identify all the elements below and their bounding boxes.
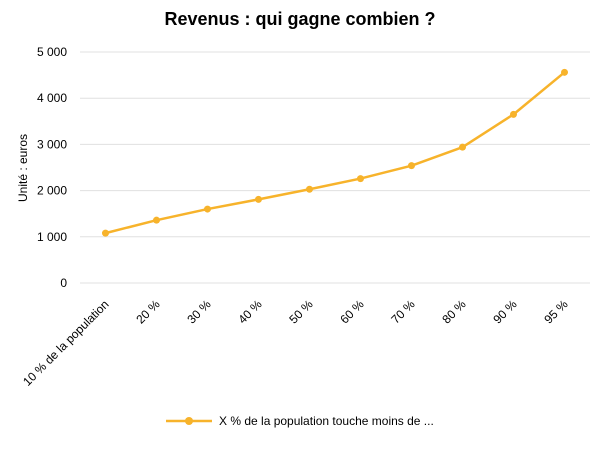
series-line bbox=[104, 71, 566, 235]
legend: X % de la population touche moins de ... bbox=[166, 414, 434, 428]
x-tick-label: 60 % bbox=[337, 297, 366, 326]
legend-dot-marker bbox=[185, 417, 193, 425]
data-point bbox=[102, 229, 109, 237]
x-tick-label: 50 % bbox=[286, 297, 315, 326]
chart-title: Revenus : qui gagne combien ? bbox=[164, 9, 435, 29]
data-point bbox=[153, 216, 160, 224]
series-layer bbox=[102, 68, 568, 237]
x-tick-label: 10 % de la population bbox=[20, 297, 112, 389]
x-axis-ticks: 10 % de la population 20 % 30 % 40 % 50 % 60 … bbox=[20, 297, 571, 389]
data-point bbox=[204, 205, 211, 213]
gridlines bbox=[80, 51, 590, 284]
y-tick-label: 2 000 bbox=[37, 184, 67, 198]
x-tick-label: 20 % bbox=[133, 297, 162, 326]
data-point bbox=[306, 185, 313, 193]
data-point bbox=[459, 143, 466, 151]
x-tick-label: 30 % bbox=[184, 297, 213, 326]
y-tick-label: 3 000 bbox=[37, 137, 67, 151]
x-tick-label: 40 % bbox=[235, 297, 264, 326]
y-axis-label: Unité : euros bbox=[16, 134, 30, 202]
data-point bbox=[357, 175, 364, 183]
y-tick-label: 1 000 bbox=[37, 230, 67, 244]
data-point bbox=[510, 110, 517, 118]
data-point bbox=[561, 68, 568, 76]
x-tick-label: 95 % bbox=[541, 297, 570, 326]
y-tick-label: 0 bbox=[60, 276, 67, 290]
y-axis-ticks: 0 1 000 2 000 3 000 4 000 5 000 bbox=[37, 45, 67, 290]
x-tick-label: 80 % bbox=[439, 297, 468, 326]
data-point bbox=[408, 162, 415, 170]
y-tick-label: 5 000 bbox=[37, 45, 67, 59]
x-tick-label: 70 % bbox=[388, 297, 417, 326]
y-tick-label: 4 000 bbox=[37, 91, 67, 105]
data-point bbox=[255, 195, 262, 203]
x-tick-label: 90 % bbox=[490, 297, 519, 326]
legend-label: X % de la population touche moins de ... bbox=[219, 414, 434, 428]
